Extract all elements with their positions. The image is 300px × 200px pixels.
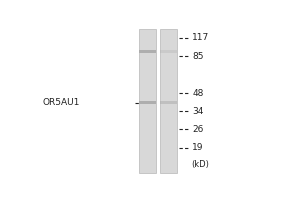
- Bar: [139, 29, 156, 173]
- Text: (kD): (kD): [191, 160, 209, 169]
- Bar: [139, 101, 156, 104]
- Text: 19: 19: [192, 143, 204, 152]
- Bar: [139, 50, 156, 53]
- Bar: [160, 29, 177, 173]
- Text: 26: 26: [192, 125, 203, 134]
- Text: 85: 85: [192, 52, 204, 61]
- Bar: [160, 101, 177, 104]
- Text: 117: 117: [192, 33, 209, 42]
- Text: 34: 34: [192, 107, 203, 116]
- Text: OR5AU1: OR5AU1: [42, 98, 80, 107]
- Text: 48: 48: [192, 89, 203, 98]
- Bar: [160, 50, 177, 53]
